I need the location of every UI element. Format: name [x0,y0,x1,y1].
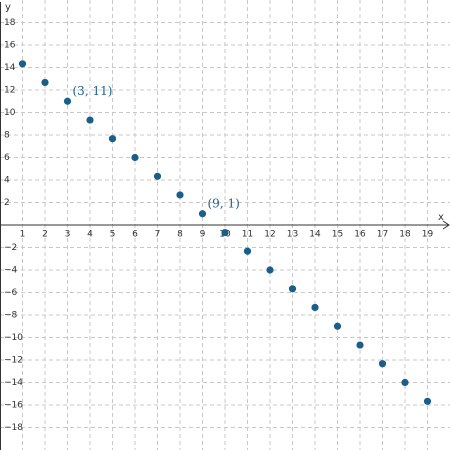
y-tick-label: 4 [4,176,10,186]
x-tick-label: 6 [132,230,138,240]
y-tick-label: 14 [4,63,16,73]
x-tick-label: 17 [377,230,388,240]
point [266,266,274,274]
y-tick-label: 10 [4,108,16,118]
y-tick-label: −18 [4,423,23,433]
y-tick-label: 8 [4,131,10,141]
y-tick-label: −4 [4,266,18,276]
y-tick-label: −10 [4,333,23,343]
y-tick-label: 2 [4,198,10,208]
point [243,247,252,255]
x-tick-label: 12 [264,230,275,240]
point [63,97,72,105]
point [86,116,94,124]
x-tick-label: 7 [155,230,161,240]
y-tick-label: −6 [4,288,18,298]
y-tick-label: 6 [4,153,10,163]
point [311,303,319,312]
x-tick-label: 14 [309,230,321,240]
y-tick-label: −2 [4,243,17,253]
point [108,135,117,143]
x-tick-label: 2 [42,230,48,240]
annotation: (9, 1) [208,196,240,210]
point [333,322,342,330]
x-axis-arrow [442,220,450,230]
x-tick-label: 16 [354,230,366,240]
x-axis-label: x [438,212,444,223]
point [153,172,162,180]
x-tick-label: 11 [242,230,253,240]
x-tick-label: 19 [422,230,434,240]
x-tick-label: 15 [332,230,343,240]
x-tick-label: 3 [65,230,71,240]
point [288,285,297,293]
y-tick-label: 12 [4,86,15,96]
y-tick-label: −12 [4,356,23,366]
y-tick-label: 16 [4,41,16,51]
point [401,378,409,387]
point [356,341,364,349]
point [131,153,139,162]
point [41,78,49,87]
x-tick-label: 9 [200,230,206,240]
x-tick-label: 1 [20,230,26,240]
x-tick-label: 18 [399,230,411,240]
y-axis-label: y [5,2,11,13]
point [423,397,432,405]
y-tick-label: 18 [4,18,16,28]
y-tick-label: −8 [4,311,18,321]
y-tick-label: −16 [4,401,23,411]
point [18,60,27,68]
point [198,210,207,218]
point [378,360,387,368]
point [176,191,184,199]
x-tick-label: 4 [87,230,93,240]
x-tick-label: 8 [177,230,183,240]
point [221,228,229,237]
annotation: (3, 11) [73,84,113,98]
y-tick-label: −14 [4,378,23,388]
x-tick-label: 13 [287,230,298,240]
x-tick-label: 5 [110,230,116,240]
